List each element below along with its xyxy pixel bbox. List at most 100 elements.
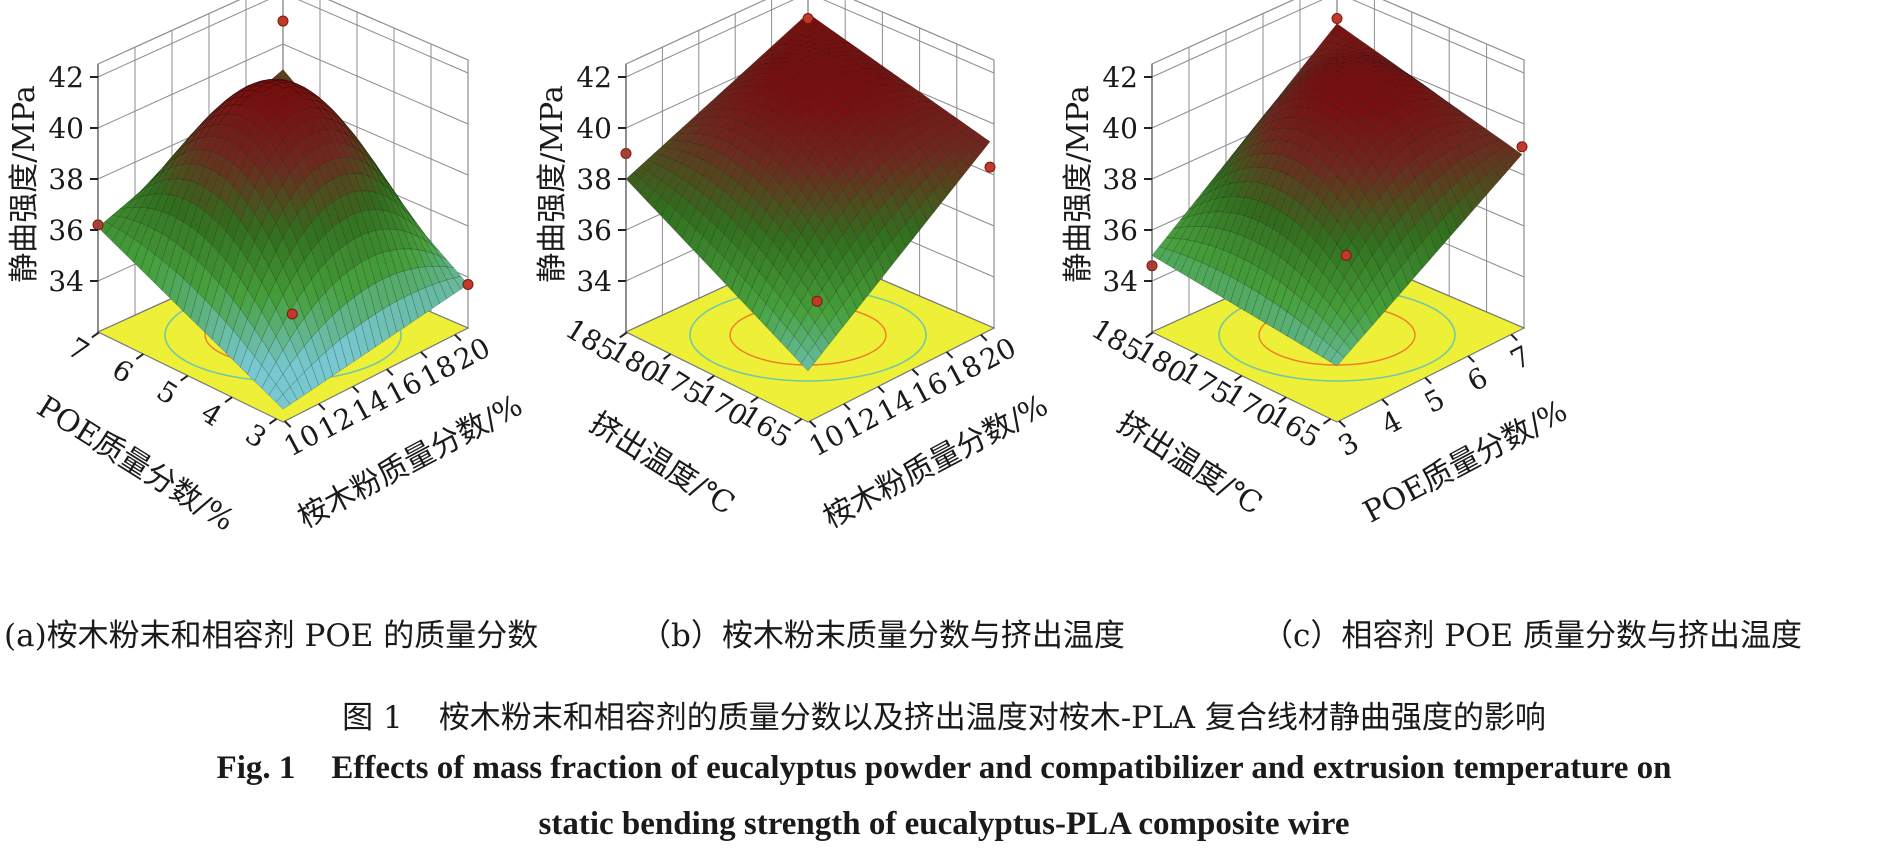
z-tick-label: 42 [1102,61,1138,94]
x-tick [619,331,628,339]
response-surface [625,13,991,372]
surface-cell [877,248,893,275]
surface-cell [884,240,900,266]
caption-c: （c）相容剂 POE 质量分数与挤出温度 [1262,610,1802,655]
x-tick-label: 4 [195,396,228,433]
y-tick [454,333,462,342]
y-tick-label: 7 [1505,339,1536,377]
y-tick [945,351,954,359]
surface-cell [849,285,865,310]
x-tick [135,353,144,360]
grid-line [97,43,469,129]
data-point [286,308,298,320]
x-axis-label: 挤出温度/℃ [583,406,740,522]
y-tick [1467,355,1475,363]
caption-a: (a)桉木粉末和相容剂 POE 的质量分数 [4,610,538,655]
y-tick [420,351,428,359]
data-point [984,161,996,173]
surface-cell [828,313,844,337]
surface-cell [898,222,914,248]
surface-cell [863,266,879,293]
surface-cell [933,181,949,204]
y-tick [980,333,988,342]
x-tick [224,396,233,404]
y-tick-label: 5 [1419,382,1450,420]
surface-cell [318,351,334,381]
response-surface [1151,23,1523,367]
z-tick-label: 40 [48,112,84,145]
x-tick-label: 7 [62,331,95,368]
surface-cell [975,136,991,151]
x-tick-label: 3 [240,417,273,454]
y-tick [1424,376,1432,385]
caption-c-text: （c）相容剂 POE 质量分数与挤出温度 [1262,618,1802,654]
y-tick [386,368,394,376]
surface-cell [961,151,977,169]
x-tick [1234,374,1243,382]
data-point [462,278,474,290]
z-tick-label: 42 [48,61,84,94]
z-tick-label: 38 [1102,163,1138,196]
y-tick [283,420,292,428]
z-tick-label: 40 [1102,112,1138,145]
surface-cell [919,197,935,222]
y-tick [911,368,920,376]
z-axis-label: 静曲强度/MPa [1061,85,1096,283]
surface-cell [1379,284,1395,310]
z-tick-label: 36 [576,214,612,247]
data-point [811,295,823,307]
x-tick [268,418,278,425]
x-tick [706,374,715,382]
z-tick-label: 36 [1102,214,1138,247]
x-tick [1322,418,1332,425]
y-tick [843,403,851,411]
figure-title-cn-text: 桉木粉末和相容剂的质量分数以及挤出温度对桉木-PLA 复合线材静曲强度的影响 [438,700,1546,736]
surface-cell [289,378,305,401]
figure-title-en-line2: static bending strength of eucalyptus-PL… [0,806,1888,843]
x-tick [750,396,759,404]
surface-cell [947,166,963,187]
surface-cell [954,158,970,178]
surface-cell [814,333,830,354]
surface-cell [968,143,984,160]
data-point [1331,13,1343,24]
surface-cell [856,275,872,301]
z-tick-label: 34 [576,265,612,298]
x-tick [91,331,100,339]
y-tick [1381,398,1389,407]
x-axis-label: 挤出温度/℃ [1111,406,1268,522]
surface-cell [439,279,455,300]
surface-cell [346,328,362,362]
z-tick-label: 34 [1102,265,1138,298]
data-point [1516,141,1528,153]
y-tick [809,420,817,428]
surface-cell [940,173,956,196]
z-tick-label: 38 [576,163,612,196]
surface-cell [842,294,858,319]
y-tick [1510,333,1518,342]
x-tick-label: 6 [106,353,139,390]
surface-cell [1329,351,1345,367]
surface-cell [282,386,298,405]
x-tick [794,418,803,425]
y-tick-label: 6 [1462,361,1493,399]
caption-a-text: (a)桉木粉末和相容剂 POE 的质量分数 [4,618,539,654]
surface-cell [275,394,291,410]
surface-cell [926,189,942,213]
z-tick-label: 36 [48,214,84,247]
caption-b: （b）桉木粉末质量分数与挤出温度 [640,610,1125,655]
surface-cell [396,297,412,329]
z-tick-label: 38 [48,163,84,196]
figure-title-en-line1: Fig. 1 Effects of mass fraction of eucaly… [0,750,1888,787]
figure-title-cn: 图 1 桉木粉末和相容剂的质量分数以及挤出温度对桉木-PLA 复合线材静曲强度的影… [0,692,1888,737]
x-tick [1189,353,1198,360]
y-tick-label: 4 [1376,404,1407,442]
caption-b-text: （b）桉木粉末质量分数与挤出温度 [640,618,1125,654]
x-tick-label: 5 [151,374,184,411]
figure-title-en-text-1: Effects of mass fraction of eucalyptus p… [331,750,1672,786]
x-tick [662,353,672,360]
y-tick [318,403,326,411]
z-tick-label: 34 [48,265,84,298]
